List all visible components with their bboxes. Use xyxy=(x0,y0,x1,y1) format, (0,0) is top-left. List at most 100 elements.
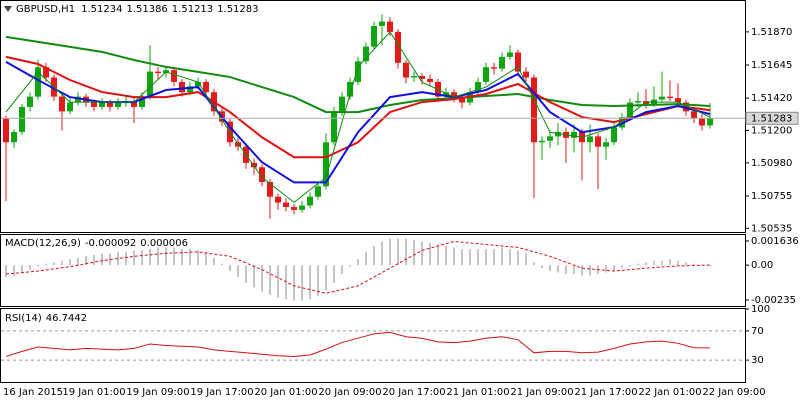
candle-body xyxy=(331,111,337,143)
high-value: 1.51386 xyxy=(126,4,167,15)
x-tick-label: 20 Jan 09:00 xyxy=(318,387,381,398)
candle-body xyxy=(515,52,521,72)
candle-body xyxy=(483,67,489,82)
candle-body xyxy=(27,96,33,107)
candle-body xyxy=(107,102,113,107)
candle-body xyxy=(547,136,553,141)
candle-body xyxy=(91,102,97,107)
candle-body xyxy=(347,81,353,97)
candle-body xyxy=(419,76,425,79)
x-tick-label: 21 Jan 09:00 xyxy=(510,387,573,398)
y-tick-label: 1.51870 xyxy=(751,27,792,38)
moving-average xyxy=(5,35,711,114)
candle-body xyxy=(443,92,449,97)
candle-body xyxy=(531,77,537,143)
candle-body xyxy=(179,81,185,93)
y-tick-label: 1.51200 xyxy=(751,125,792,136)
candle-body xyxy=(611,127,617,143)
candle-body xyxy=(555,131,561,137)
candle-body xyxy=(427,78,433,82)
open-value: 1.51234 xyxy=(81,4,122,15)
moving-average xyxy=(5,31,711,204)
candle-body xyxy=(3,118,9,143)
candle-body xyxy=(499,56,505,69)
candle-body xyxy=(707,118,713,126)
candle-body xyxy=(539,140,545,143)
candle-body xyxy=(571,131,577,138)
x-tick-label: 19 Jan 01:00 xyxy=(62,387,125,398)
y-tick-label: 0.001636 xyxy=(751,236,799,247)
x-tick-label: 20 Jan 17:00 xyxy=(382,387,445,398)
candle-body xyxy=(667,96,673,99)
candle-body xyxy=(235,142,241,147)
x-tick-label: 19 Jan 17:00 xyxy=(190,387,253,398)
y-tick-label: 70 xyxy=(751,326,764,337)
y-tick-label: 1.50535 xyxy=(751,223,792,234)
price-label: 1.51283 xyxy=(751,113,792,124)
y-tick-label: 1.50980 xyxy=(751,158,792,169)
candle-body xyxy=(131,101,137,107)
x-tick-label: 16 Jan 2015 xyxy=(3,387,63,398)
rsi-panel xyxy=(0,308,746,383)
candle-body xyxy=(139,96,145,107)
candle-body xyxy=(259,167,265,182)
candle-body xyxy=(627,102,633,118)
y-tick-label: -0.00235 xyxy=(751,295,796,306)
candle-body xyxy=(275,196,281,203)
candle-body xyxy=(691,111,697,119)
candle-body xyxy=(339,96,345,112)
x-tick-label: 22 Jan 09:00 xyxy=(702,387,765,398)
candle-body xyxy=(147,71,153,97)
candle-body xyxy=(291,206,297,210)
candle-body xyxy=(307,196,313,206)
candle-body xyxy=(19,106,25,132)
candle-body xyxy=(587,136,593,143)
candle-body xyxy=(67,102,73,112)
candle-body xyxy=(603,142,609,147)
candle-body xyxy=(475,81,481,93)
y-tick-label: 30 xyxy=(751,355,764,366)
candle-body xyxy=(35,67,41,97)
rsi-line xyxy=(5,331,711,357)
candle-body xyxy=(451,92,457,99)
y-tick-label: 1.51420 xyxy=(751,93,792,104)
candle-body xyxy=(395,31,401,63)
candle-body xyxy=(59,96,65,112)
x-tick-label: 21 Jan 17:00 xyxy=(574,387,637,398)
signal-value: 0.000006 xyxy=(140,238,188,249)
candle-body xyxy=(371,26,377,47)
y-tick-label: 1.50755 xyxy=(751,191,792,202)
candle-body xyxy=(155,71,161,74)
candle-body xyxy=(11,131,17,143)
candle-body xyxy=(195,81,201,87)
close-value: 1.51283 xyxy=(217,4,258,15)
candle-body xyxy=(299,205,305,210)
candle-body xyxy=(635,101,641,103)
rsi-header: RSI(14) 46.7442 xyxy=(5,313,87,324)
candle-body xyxy=(75,96,81,103)
candle-body xyxy=(267,181,273,197)
candle-body xyxy=(99,102,105,107)
price-label-box xyxy=(745,111,799,125)
candle-body xyxy=(315,186,321,197)
candle-body xyxy=(411,76,417,78)
candle-body xyxy=(491,67,497,69)
candle-body xyxy=(43,67,49,78)
candle-body xyxy=(323,142,329,187)
candle-body xyxy=(171,70,177,82)
candle-body xyxy=(115,102,121,107)
x-tick-label: 20 Jan 01:00 xyxy=(254,387,317,398)
candle-body xyxy=(355,61,361,82)
candle-body xyxy=(203,81,209,93)
macd-title: MACD(12,26,9) xyxy=(5,238,81,249)
candle-body xyxy=(459,98,465,103)
candle-body xyxy=(251,162,257,168)
macd-header: MACD(12,26,9) -0.000092 0.000006 xyxy=(5,238,188,249)
symbol-icon xyxy=(4,6,12,12)
signal-line xyxy=(5,241,711,294)
y-tick-label: 100 xyxy=(751,304,770,315)
macd-value: -0.000092 xyxy=(85,238,136,249)
low-value: 1.51213 xyxy=(172,4,213,15)
main-header: GBPUSD,H1 1.51234 1.51386 1.51213 1.51283 xyxy=(16,4,259,15)
